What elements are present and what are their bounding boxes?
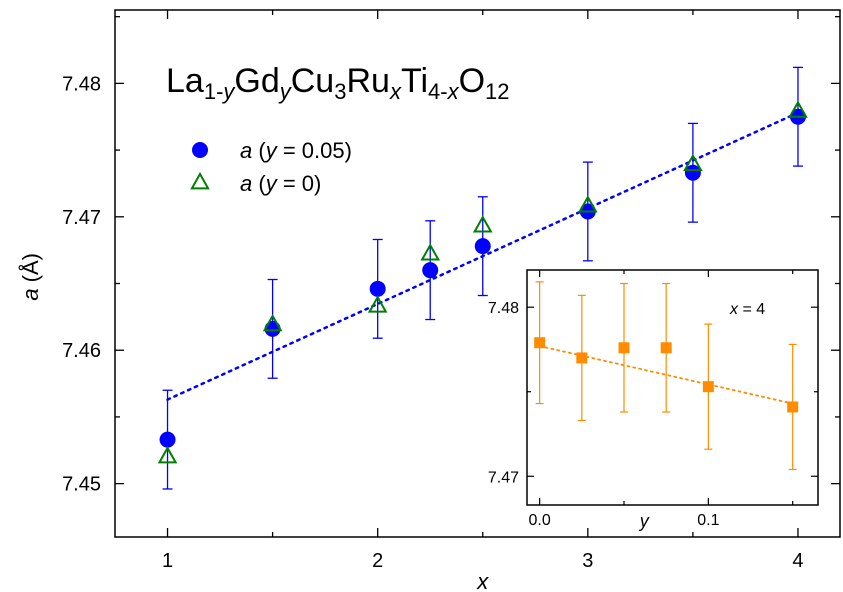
point-triangle bbox=[788, 100, 808, 118]
point-circle bbox=[159, 431, 176, 448]
point-triangle bbox=[262, 313, 283, 332]
legend-var: a bbox=[240, 171, 252, 196]
y-tick-label: 7.46 bbox=[62, 340, 101, 362]
legend-label-y005: a (y = 0.05) bbox=[240, 138, 352, 163]
title-subscript: x bbox=[447, 79, 460, 104]
point-triangle bbox=[367, 295, 388, 313]
y-tick-label: 7.48 bbox=[62, 73, 101, 95]
inset-point-square bbox=[618, 342, 630, 354]
y-tick-label: 7.47 bbox=[62, 207, 101, 229]
title-part: Cu bbox=[291, 62, 334, 100]
point-triangle bbox=[157, 445, 178, 464]
legend-marker-triangle bbox=[190, 171, 210, 190]
inset-point-square bbox=[534, 337, 546, 349]
legend-label-y0: a (y = 0) bbox=[240, 171, 321, 196]
inset-y-tick-label: 7.47 bbox=[488, 469, 519, 486]
y-axis-label-var: a bbox=[18, 288, 43, 300]
y-axis-label-unit: (Å) bbox=[18, 253, 43, 288]
point-triangle bbox=[420, 243, 441, 261]
inset-point-square bbox=[702, 381, 714, 393]
title-part: Ti bbox=[401, 62, 428, 100]
y-axis-label: a (Å) bbox=[18, 253, 43, 301]
point-circle bbox=[474, 238, 491, 255]
inset-annotation: x = 4 bbox=[729, 301, 765, 318]
legend-var: y bbox=[264, 138, 279, 163]
title-subscript: 3 bbox=[334, 79, 346, 104]
legend-marker-circle bbox=[192, 142, 208, 158]
point-triangle bbox=[683, 153, 703, 172]
point-circle bbox=[422, 262, 439, 279]
inset-annotation-var: x bbox=[729, 301, 739, 318]
inset-plot: 7.47 7.48 0.0 0.1 y x = 4 bbox=[488, 269, 819, 531]
point-triangle bbox=[578, 195, 598, 213]
title-subscript: 1- bbox=[204, 79, 224, 104]
inset-point-square bbox=[576, 352, 588, 364]
title-part: Ru bbox=[346, 62, 389, 100]
x-tick-label: 1 bbox=[162, 550, 173, 572]
title-subscript: x bbox=[389, 79, 402, 104]
title-subscript: y bbox=[278, 79, 293, 104]
y-tick-label: 7.45 bbox=[62, 474, 101, 496]
inset-y-tick-label: 7.48 bbox=[488, 300, 519, 317]
x-axis-label: x bbox=[476, 569, 489, 592]
title-subscript: y bbox=[221, 79, 236, 104]
inset-point-square bbox=[660, 342, 672, 354]
title-part: La bbox=[166, 62, 204, 100]
legend-var: y bbox=[264, 171, 279, 196]
point-circle bbox=[684, 164, 701, 181]
legend-text: ( bbox=[252, 138, 266, 163]
x-tick-label: 4 bbox=[792, 550, 803, 572]
title-part: Gd bbox=[234, 62, 279, 100]
plot-frame bbox=[114, 9, 841, 538]
legend-text: = 0.05) bbox=[277, 138, 352, 163]
title-subscript: 4- bbox=[428, 79, 448, 104]
legend-text: ( bbox=[252, 171, 266, 196]
x-tick-label: 3 bbox=[582, 550, 593, 572]
chart-title: La1-yGdyCu3RuxTi4-xO12 bbox=[166, 62, 510, 104]
inset-x-tick-label: 0.1 bbox=[697, 512, 719, 529]
main-plot: 7.457.467.477.481 2 3 4xa (Å)La1-yGdyCu3Rux… bbox=[18, 9, 841, 592]
inset-point-square bbox=[787, 401, 799, 413]
x-tick-label: 2 bbox=[372, 550, 383, 572]
title-subscript: 12 bbox=[485, 79, 509, 104]
point-circle bbox=[264, 320, 281, 337]
point-circle bbox=[369, 280, 386, 297]
inset-x-axis-label: y bbox=[638, 511, 650, 531]
inset-x-tick-label: 0.0 bbox=[529, 512, 551, 529]
title-part: O bbox=[459, 62, 485, 100]
inset-annotation-text: = 4 bbox=[738, 301, 765, 318]
legend-text: = 0) bbox=[277, 171, 322, 196]
inset-frame bbox=[526, 269, 819, 506]
point-triangle bbox=[472, 215, 493, 233]
legend-var: a bbox=[240, 138, 252, 163]
